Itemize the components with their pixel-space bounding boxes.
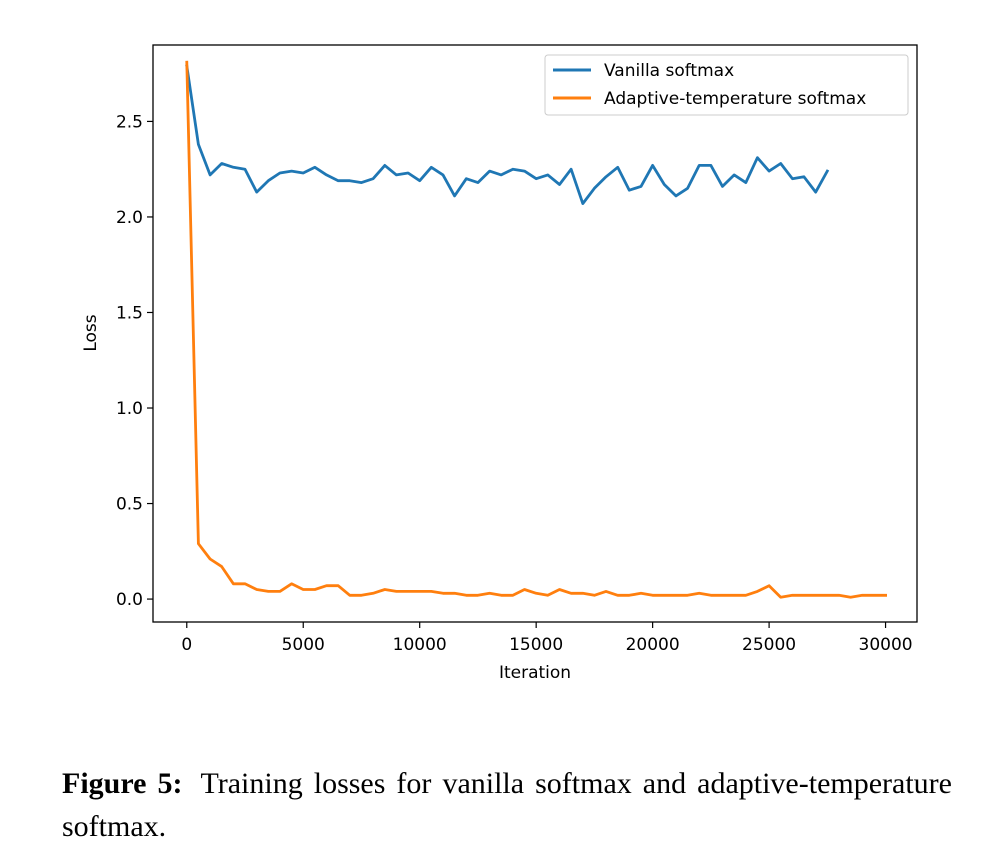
y-tick-label: 1.0 bbox=[116, 399, 143, 419]
x-tick-label: 10000 bbox=[393, 635, 447, 655]
x-tick-label: 15000 bbox=[509, 635, 563, 655]
x-tick-label: 25000 bbox=[742, 635, 796, 655]
x-tick-label: 0 bbox=[181, 635, 192, 655]
plot-frame bbox=[152, 44, 918, 623]
legend-label-adaptive: Adaptive-temperature softmax bbox=[604, 89, 866, 109]
figure-caption: Figure 5: Training losses for vanilla sof… bbox=[62, 762, 952, 848]
y-tick-label: 2.0 bbox=[116, 208, 143, 228]
x-axis: 0 5000 10000 15000 20000 25000 30000 bbox=[181, 622, 913, 655]
x-tick-label: 5000 bbox=[282, 635, 325, 655]
y-tick-label: 1.5 bbox=[116, 303, 143, 323]
caption-text: Training losses for vanilla softmax and … bbox=[62, 767, 952, 843]
plot-lines bbox=[185, 60, 887, 599]
series-line-adaptive bbox=[185, 60, 887, 599]
y-tick-label: 2.5 bbox=[116, 112, 143, 132]
legend-box bbox=[544, 54, 909, 116]
legend-label-vanilla: Vanilla softmax bbox=[604, 61, 734, 81]
x-tick-label: 20000 bbox=[626, 635, 680, 655]
x-axis-label: Iteration bbox=[499, 663, 571, 683]
y-tick-label: 0.0 bbox=[116, 590, 143, 610]
y-axis-label: Loss bbox=[81, 314, 101, 351]
y-tick-label: 0.5 bbox=[116, 495, 143, 515]
legend: Vanilla softmax Adaptive-temperature sof… bbox=[544, 54, 909, 116]
x-tick-label: 30000 bbox=[859, 635, 913, 655]
figure-label: Figure 5: bbox=[62, 767, 183, 800]
y-axis: 0.0 0.5 1.0 1.5 2.0 2.5 bbox=[116, 112, 153, 610]
series-line-vanilla bbox=[185, 64, 830, 206]
line-chart: 0 5000 10000 15000 20000 25000 30000 0.0 0.5 1.0… bbox=[81, 44, 918, 683]
